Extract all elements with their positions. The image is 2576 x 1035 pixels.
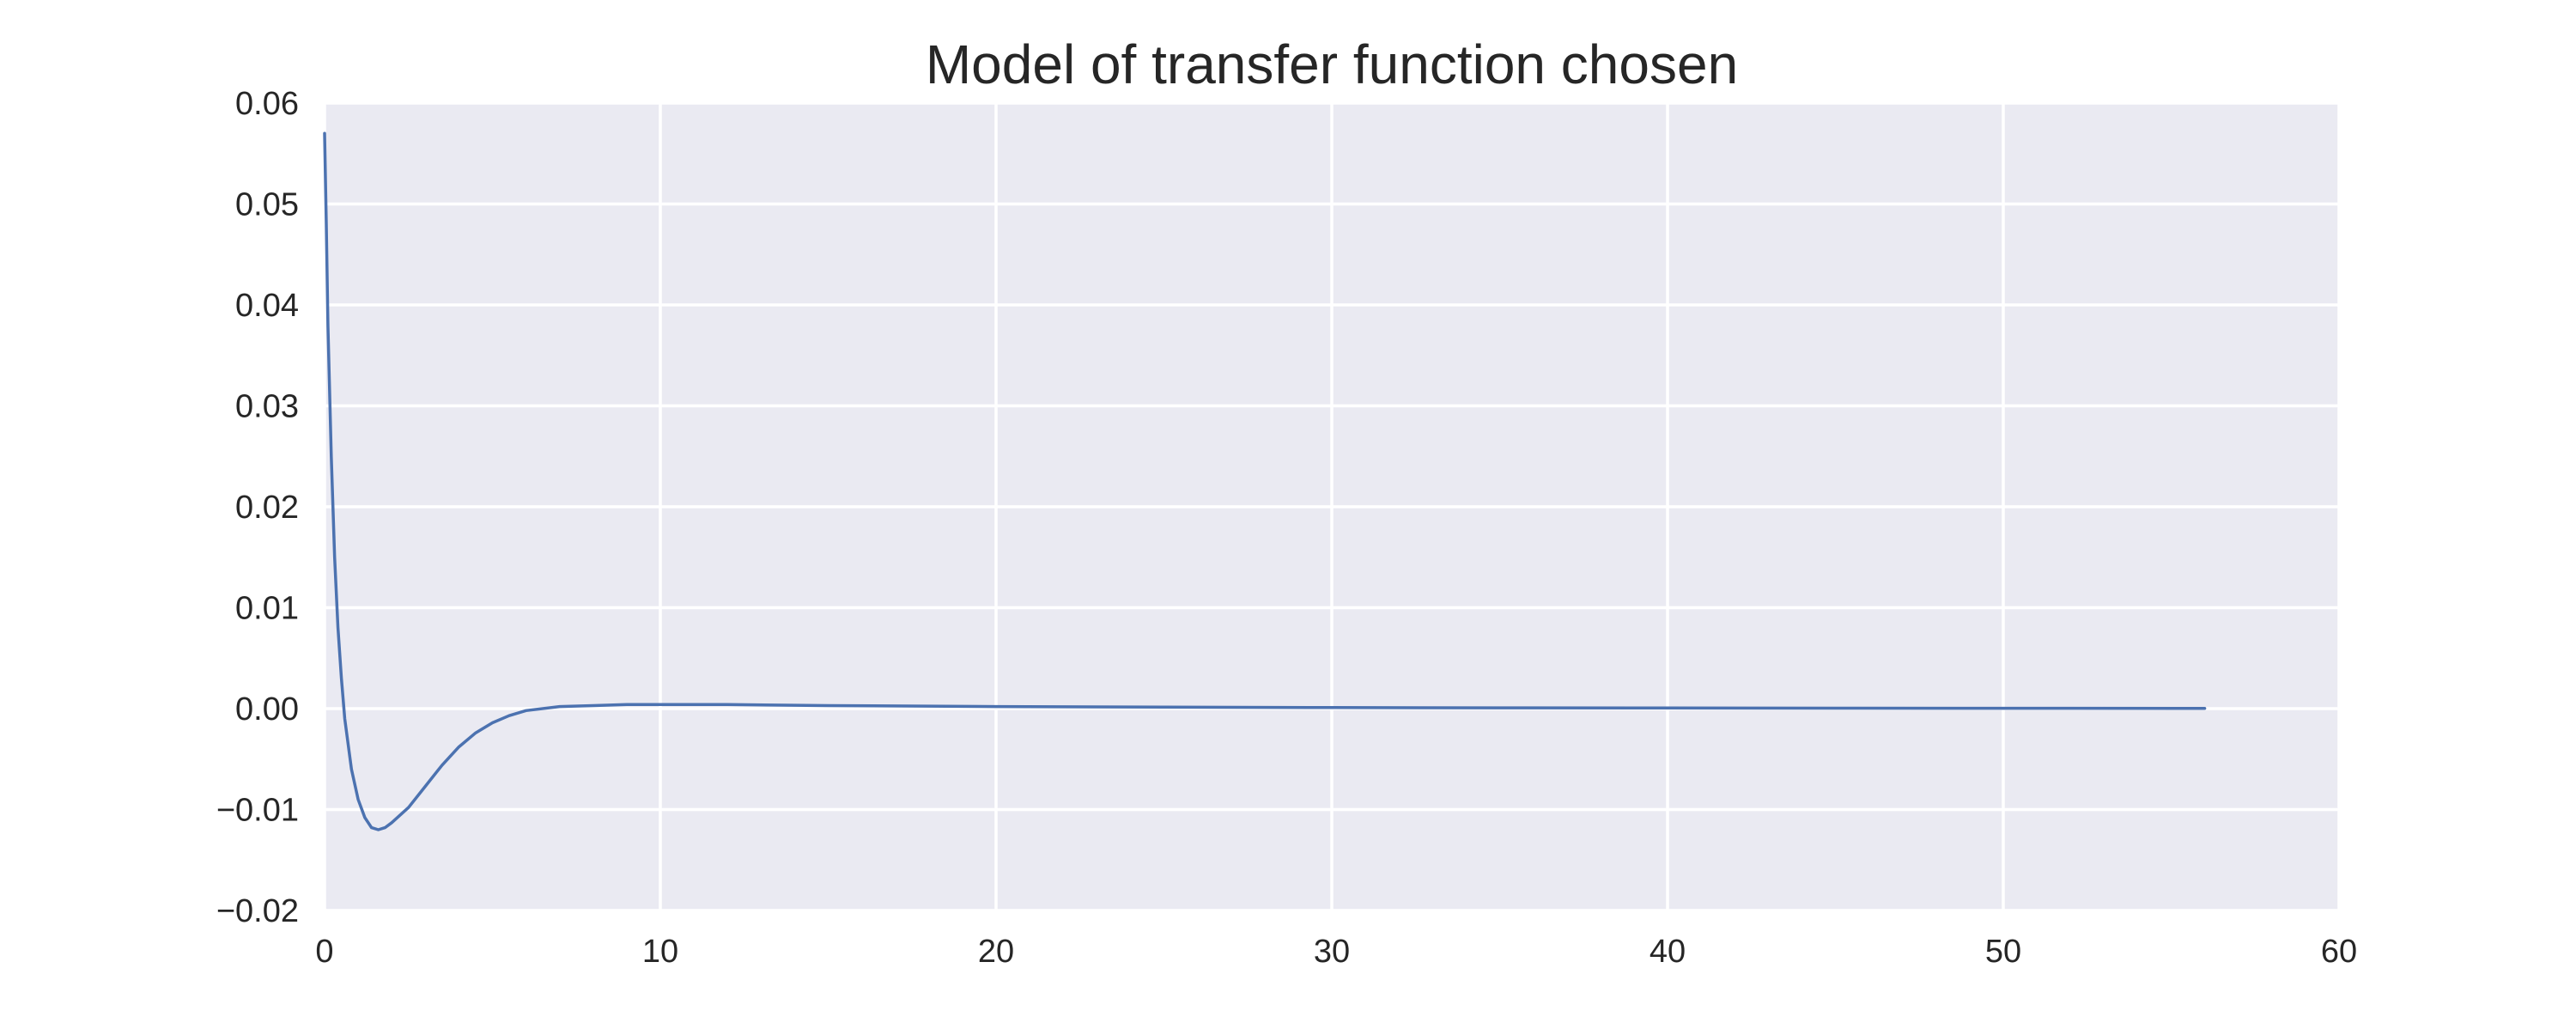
series-line: [323, 131, 2207, 831]
y-tick-label: 0.04: [235, 288, 299, 324]
y-tick-label: 0.02: [235, 490, 299, 526]
y-tick-label: 0.05: [235, 187, 299, 223]
x-tick-label: 10: [642, 934, 678, 970]
x-axis-ticks: 0 10 20 30 40 50 60: [315, 934, 2357, 970]
x-tick-label: 30: [1314, 934, 1350, 970]
y-tick-label: 0.06: [235, 86, 299, 122]
y-axis-ticks: −0.02 −0.01 0.00 0.01 0.02 0.03 0.04 0.05 0.06: [216, 86, 299, 929]
y-tick-label: 0.00: [235, 691, 299, 728]
chart-title: Model of transfer function chosen: [926, 33, 1738, 95]
series-layer: [323, 131, 2207, 831]
x-tick-label: 40: [1649, 934, 1686, 970]
y-tick-label: −0.02: [216, 893, 299, 929]
x-tick-label: 50: [1985, 934, 2021, 970]
x-tick-label: 60: [2321, 934, 2357, 970]
y-tick-label: 0.01: [235, 591, 299, 627]
y-tick-label: −0.01: [216, 793, 299, 829]
y-tick-label: 0.03: [235, 389, 299, 425]
x-tick-label: 0: [315, 934, 333, 970]
x-tick-label: 20: [978, 934, 1014, 970]
